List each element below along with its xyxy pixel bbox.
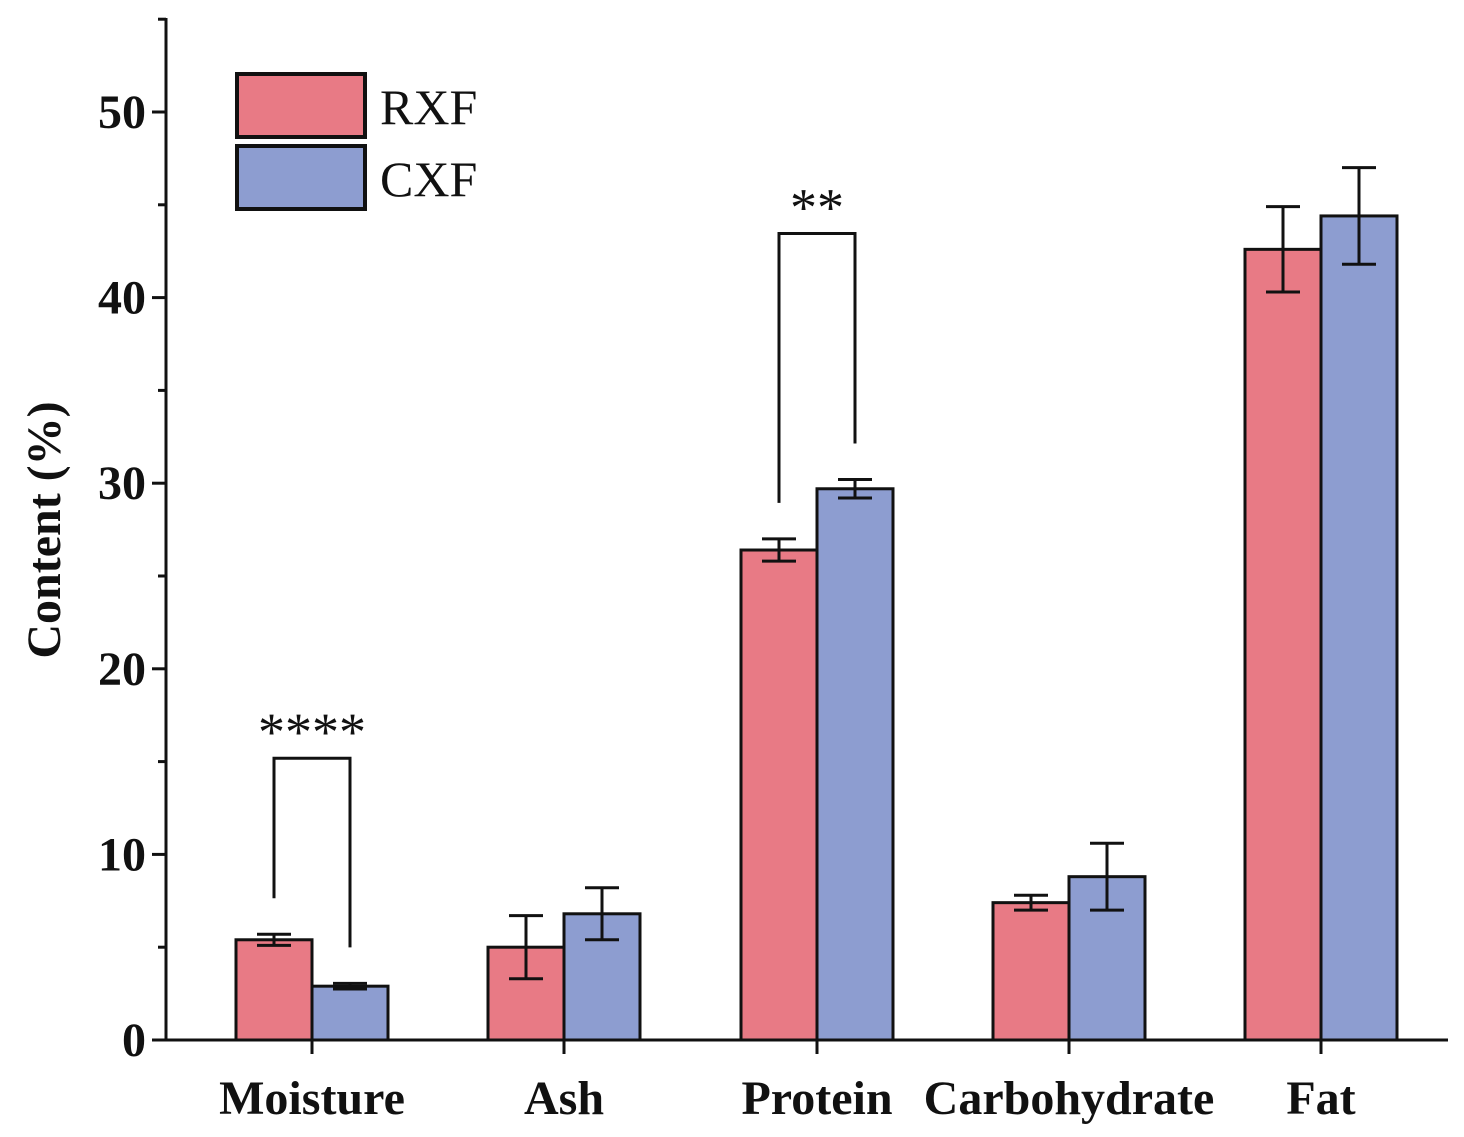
plot-area: 0 10 20 30 40 50 Moisture Ash Protein Carbohydrat… (98, 17, 1448, 1125)
y-tick-label: 10 (98, 828, 146, 881)
significance-bracket-moisture (272, 756, 352, 948)
y-tick-label: 0 (122, 1014, 146, 1067)
significance-label-protein: ** (790, 177, 844, 237)
x-tick-label-moisture: Moisture (219, 1072, 405, 1125)
bar-rxf-moisture (234, 938, 314, 1042)
y-tick-label: 30 (98, 457, 146, 510)
legend: RXF CXF (235, 72, 477, 211)
y-axis-title: Content (%) (18, 401, 71, 658)
y-tick-label: 50 (98, 86, 146, 139)
legend-label-cxf: CXF (380, 151, 477, 207)
legend-swatch-rxf (235, 72, 367, 139)
y-tick-label: 40 (98, 272, 146, 325)
bar-rxf-protein (739, 548, 819, 1042)
legend-label-rxf: RXF (380, 79, 477, 135)
bar-rxf-fat (1243, 247, 1323, 1042)
significance-bracket-protein (777, 231, 857, 503)
bar-cxf-moisture (310, 984, 390, 1042)
x-tick-label-fat: Fat (1286, 1072, 1355, 1125)
bar-cxf-protein (815, 487, 895, 1042)
x-tick-label-carbohydrate: Carbohydrate (924, 1072, 1215, 1125)
bar-rxf-carbohydrate (991, 901, 1071, 1042)
y-tick-label: 20 (98, 643, 146, 696)
significance-label-moisture: **** (258, 702, 366, 762)
x-tick-label-protein: Protein (741, 1072, 892, 1125)
x-tick-label-ash: Ash (524, 1072, 604, 1125)
bar-cxf-fat (1319, 214, 1399, 1042)
legend-swatch-cxf (235, 144, 367, 211)
